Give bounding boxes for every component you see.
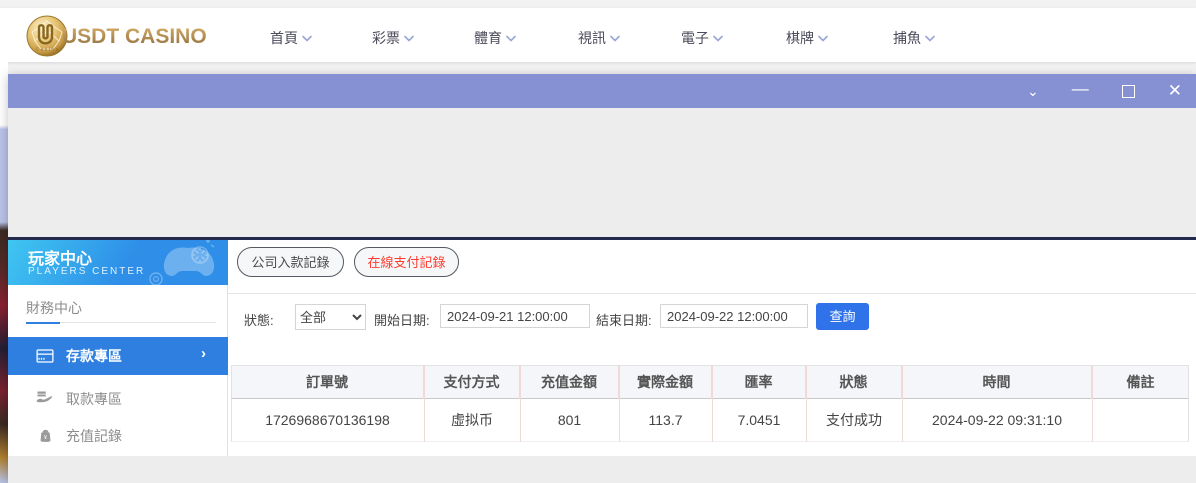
svg-text:C a s i n o: C a s i n o: [36, 47, 59, 52]
